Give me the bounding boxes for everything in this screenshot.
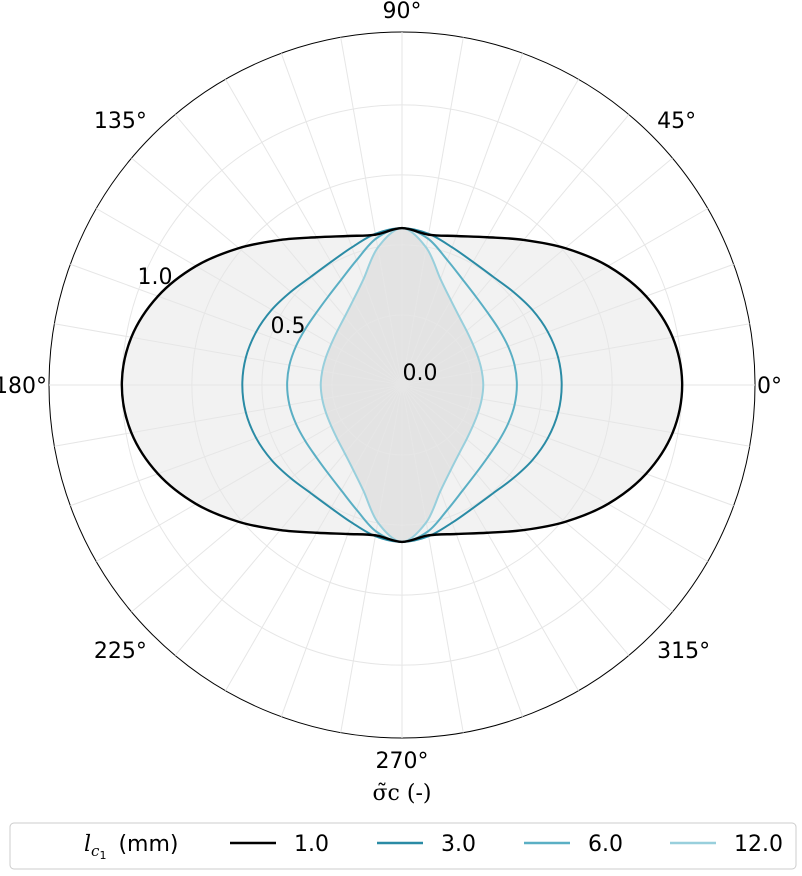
theta-tick-label: 180°: [0, 374, 47, 399]
x-axis-label: σ̃c (-): [373, 781, 432, 806]
angular-grid-line: [401, 384, 579, 691]
angular-grid-line: [401, 384, 524, 717]
angular-grid-line: [401, 384, 464, 733]
legend-entry: 6.0: [524, 832, 623, 857]
angular-grid-line: [225, 79, 403, 386]
angular-grid-line: [401, 384, 673, 613]
radial-grid-circle: [191, 174, 613, 596]
angular-grid-line: [401, 323, 750, 386]
angular-grid-line: [70, 384, 403, 507]
r-tick-label: 0.5: [271, 314, 306, 339]
angular-grid-line: [131, 157, 403, 386]
angular-grid-line: [401, 37, 464, 386]
theta-tick-label: 90°: [383, 0, 422, 24]
legend-title-main: l: [84, 832, 91, 857]
angular-grid-line: [280, 384, 403, 717]
angular-tick-labels: 0° 45° 90° 135° 180° 225° 270° 315°: [0, 0, 782, 774]
angular-grid-line: [401, 208, 708, 386]
angular-grid-line: [54, 384, 403, 447]
legend-title-subsub: 1: [99, 849, 106, 862]
angular-grid-line: [96, 208, 403, 386]
angular-grid-line: [401, 53, 524, 386]
legend-label: 3.0: [441, 832, 476, 857]
angular-grid-line: [401, 79, 579, 386]
angular-grid-line: [401, 384, 734, 507]
angular-grid-line: [280, 53, 403, 386]
r-tick-label: 1.0: [138, 265, 173, 290]
series-layer: [120, 226, 684, 544]
angular-grid-line: [70, 263, 403, 386]
theta-tick-label: 225°: [94, 639, 147, 664]
r-tick-label: 0.0: [403, 361, 438, 386]
angular-grid-line: [54, 323, 403, 386]
theta-tick-label: 135°: [94, 109, 147, 134]
angular-grid-line: [340, 384, 403, 733]
radial-grid-circle: [331, 314, 473, 456]
angular-grid-line: [131, 384, 403, 613]
angular-grid-line: [401, 157, 673, 386]
theta-tick-label: 270°: [376, 749, 429, 774]
angular-grid-line: [225, 384, 403, 691]
angular-grid-line: [401, 384, 750, 447]
angular-grid-line: [401, 114, 630, 386]
legend-frame: [9, 822, 797, 870]
theta-tick-label: 315°: [657, 639, 710, 664]
series-line-1-0: [120, 226, 684, 544]
legend-entries: 1.0 3.0 6.0 12.0: [230, 832, 783, 857]
legend-title: lc1 (mm): [84, 832, 178, 862]
angular-grid-line: [340, 37, 403, 386]
angular-grid-line: [174, 384, 403, 656]
angular-grid-line: [174, 114, 403, 386]
angular-grid-line: [401, 263, 734, 386]
radial-tick-labels: 0.0 0.5 1.0: [138, 265, 438, 386]
series-line-6-0: [286, 227, 518, 543]
legend-title-unit: (mm): [118, 832, 178, 857]
radial-grid-circle: [261, 244, 543, 526]
legend-entry: 1.0: [230, 832, 329, 857]
legend: lc1 (mm) 1.0 3.0 6.0 12.0: [9, 822, 797, 870]
legend-label: 6.0: [588, 832, 623, 857]
legend-title-sub: c: [91, 842, 100, 860]
series-line-3-0: [241, 227, 563, 543]
theta-tick-label: 0°: [757, 374, 782, 399]
legend-entry: 3.0: [377, 832, 476, 857]
legend-entry: 12.0: [670, 832, 783, 857]
series-line-12-0: [319, 227, 485, 543]
legend-label: 12.0: [734, 832, 783, 857]
angular-grid-line: [401, 384, 708, 562]
angular-grid-line: [96, 384, 403, 562]
legend-label: 1.0: [294, 832, 329, 857]
angular-grid-line: [401, 384, 630, 656]
theta-tick-label: 45°: [657, 109, 696, 134]
